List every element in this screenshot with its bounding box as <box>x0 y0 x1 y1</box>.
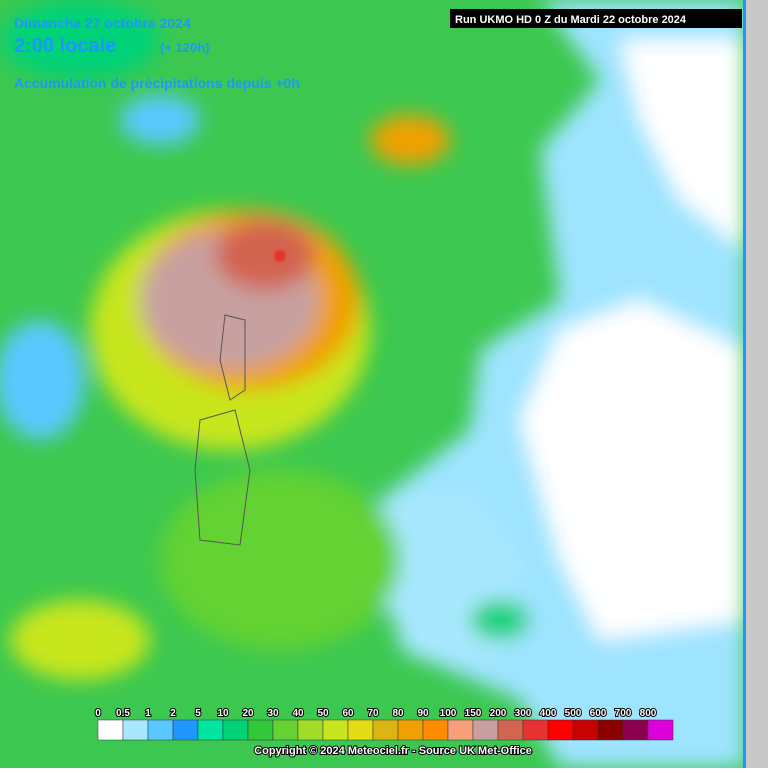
legend-label: 40 <box>292 708 304 719</box>
legend-swatch <box>422 719 449 741</box>
legend-label: 0 <box>95 708 101 719</box>
legend-label: 300 <box>515 708 532 719</box>
copyright: Copyright © 2024 Meteociel.fr - Source U… <box>254 745 532 757</box>
legend-swatch <box>622 719 649 741</box>
legend-swatch <box>547 719 574 741</box>
legend-swatch <box>522 719 549 741</box>
legend-label: 30 <box>267 708 279 719</box>
legend-label: 90 <box>417 708 429 719</box>
legend-label: 80 <box>392 708 404 719</box>
legend-swatch <box>447 719 474 741</box>
legend-swatch <box>172 719 199 741</box>
legend-label: 200 <box>490 708 507 719</box>
lead-time: (+ 120h) <box>160 40 210 55</box>
run: Run UKMO HD 0 Z du Mardi 22 octobre 2024 <box>455 14 687 26</box>
time: 2:00 locale <box>14 35 116 57</box>
legend-label: 500 <box>565 708 582 719</box>
legend-swatch <box>397 719 424 741</box>
legend-label: 70 <box>367 708 379 719</box>
legend-swatch <box>597 719 624 741</box>
legend-swatch <box>272 719 299 741</box>
legend-label: 60 <box>342 708 354 719</box>
legend-label: 700 <box>615 708 632 719</box>
legend-swatch <box>347 719 374 741</box>
legend: 0 0.5 1 2 5 10 20 30 40 50 60 70 80 90 100 150 200 300 400… <box>94 707 674 741</box>
legend-swatch <box>222 719 249 741</box>
legend-label: 10 <box>217 708 229 719</box>
date: Dimanche 27 octobre 2024 <box>14 15 191 31</box>
legend-swatch <box>147 719 174 741</box>
legend-label: 100 <box>440 708 457 719</box>
legend-label: 2 <box>170 708 176 719</box>
legend-label: 600 <box>590 708 607 719</box>
legend-swatch <box>472 719 499 741</box>
legend-swatch <box>372 719 399 741</box>
run-box <box>450 9 742 28</box>
legend-label: 20 <box>242 708 254 719</box>
legend-label: 150 <box>465 708 482 719</box>
product: Accumulation de précipitations depuis +0… <box>14 75 300 91</box>
legend-label: 400 <box>540 708 557 719</box>
legend-swatch <box>497 719 524 741</box>
legend-swatch <box>647 719 674 741</box>
legend-label: 50 <box>317 708 329 719</box>
legend-label: 800 <box>640 708 657 719</box>
legend-swatch <box>197 719 224 741</box>
legend-label: 5 <box>195 708 201 719</box>
legend-swatch <box>322 719 349 741</box>
legend-swatch <box>572 719 599 741</box>
legend-swatch <box>97 719 124 741</box>
legend-label: 0.5 <box>116 708 130 719</box>
legend-swatch <box>247 719 274 741</box>
legend-swatch <box>297 719 324 741</box>
legend-label: 1 <box>145 708 151 719</box>
legend-swatch <box>122 719 149 741</box>
